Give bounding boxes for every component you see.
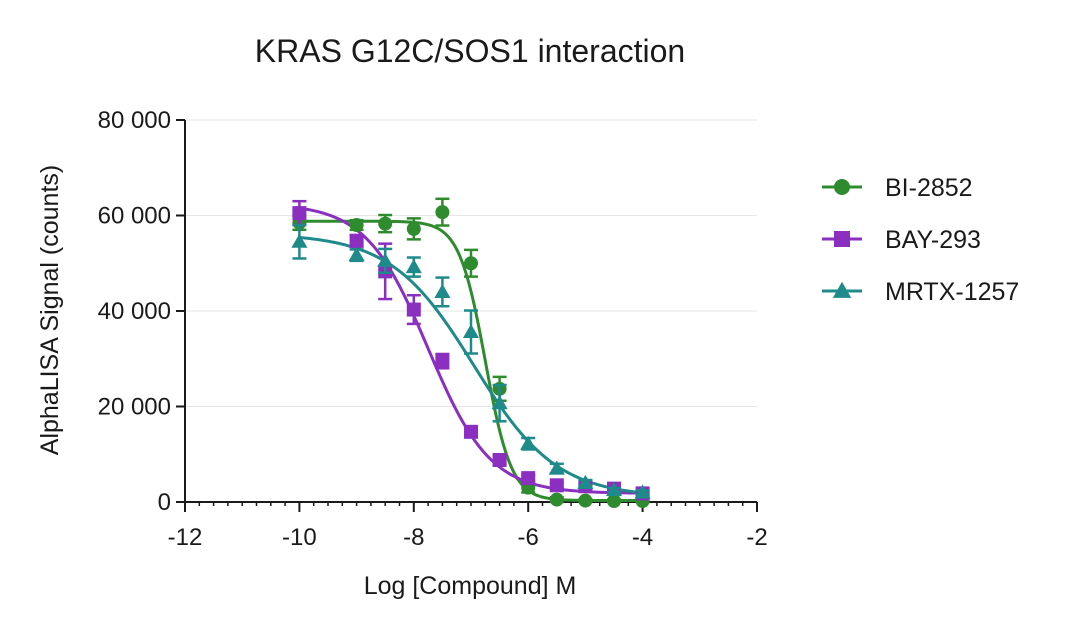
- y-tick-label: 20 000: [98, 394, 171, 421]
- data-point-bi-2852: [378, 216, 393, 231]
- data-point-bay-293: [435, 354, 450, 369]
- y-tick-label: 0: [158, 489, 171, 516]
- x-tick-label: -6: [518, 524, 539, 551]
- data-point-bay-293: [349, 233, 364, 248]
- data-point-mrtx-1257: [291, 233, 308, 248]
- data-point-mrtx-1257: [405, 259, 422, 274]
- data-point-bi-2852: [549, 492, 564, 507]
- legend-label-mrtx-1257: MRTX-1257: [885, 278, 1019, 306]
- data-point-mrtx-1257: [348, 247, 365, 262]
- data-point-bi-2852: [464, 256, 478, 271]
- y-tick-label: 60 000: [98, 203, 171, 230]
- data-point-bi-2852: [578, 493, 593, 508]
- data-point-bay-293: [292, 206, 307, 221]
- legend-label-bi-2852: BI-2852: [885, 174, 973, 202]
- data-point-bay-293: [549, 478, 564, 493]
- y-axis-label: AlphaLISA Signal (counts): [36, 165, 64, 455]
- data-point-bi-2852: [435, 205, 450, 220]
- x-tick-label: -10: [282, 524, 317, 551]
- data-point-bi-2852: [349, 218, 364, 233]
- grid: [185, 119, 757, 407]
- chart-title: KRAS G12C/SOS1 interaction: [255, 33, 685, 69]
- legend-marker-bay-293: [834, 231, 850, 247]
- legend-label-bay-293: BAY-293: [885, 226, 981, 254]
- data-point-bi-2852: [406, 221, 421, 236]
- y-tick-label: 40 000: [98, 298, 171, 325]
- data-points: [291, 197, 651, 509]
- data-point-mrtx-1257: [462, 323, 480, 339]
- data-point-mrtx-1257: [577, 474, 594, 489]
- y-tick-label: 80 000: [98, 107, 171, 134]
- data-point-bi-2852: [607, 494, 621, 509]
- x-tick-label: -12: [168, 524, 203, 551]
- data-point-bay-293: [464, 424, 478, 439]
- data-point-mrtx-1257: [491, 395, 508, 410]
- legend: BI-2852 BAY-293 MRTX-1257: [822, 174, 1019, 306]
- legend-marker-bi-2852: [834, 179, 850, 195]
- data-point-mrtx-1257: [377, 252, 394, 267]
- axes: 0 20 000 40 000 60 000 80 000 -12 -10 -8 -6 -4 -2: [98, 107, 768, 551]
- data-point-mrtx-1257: [520, 435, 537, 450]
- x-tick-label: -8: [403, 524, 424, 551]
- data-point-mrtx-1257: [634, 484, 651, 499]
- data-point-mrtx-1257: [605, 482, 623, 497]
- x-tick-label: -4: [632, 524, 653, 551]
- x-axis-label: Log [Compound] M: [364, 572, 577, 600]
- data-point-bay-293: [492, 452, 507, 467]
- data-point-mrtx-1257: [434, 283, 451, 298]
- data-point-bay-293: [521, 471, 536, 486]
- data-point-bay-293: [406, 302, 421, 317]
- legend-marker-mrtx-1257: [832, 281, 852, 298]
- x-tick-label: -2: [746, 524, 767, 551]
- data-point-mrtx-1257: [548, 460, 565, 475]
